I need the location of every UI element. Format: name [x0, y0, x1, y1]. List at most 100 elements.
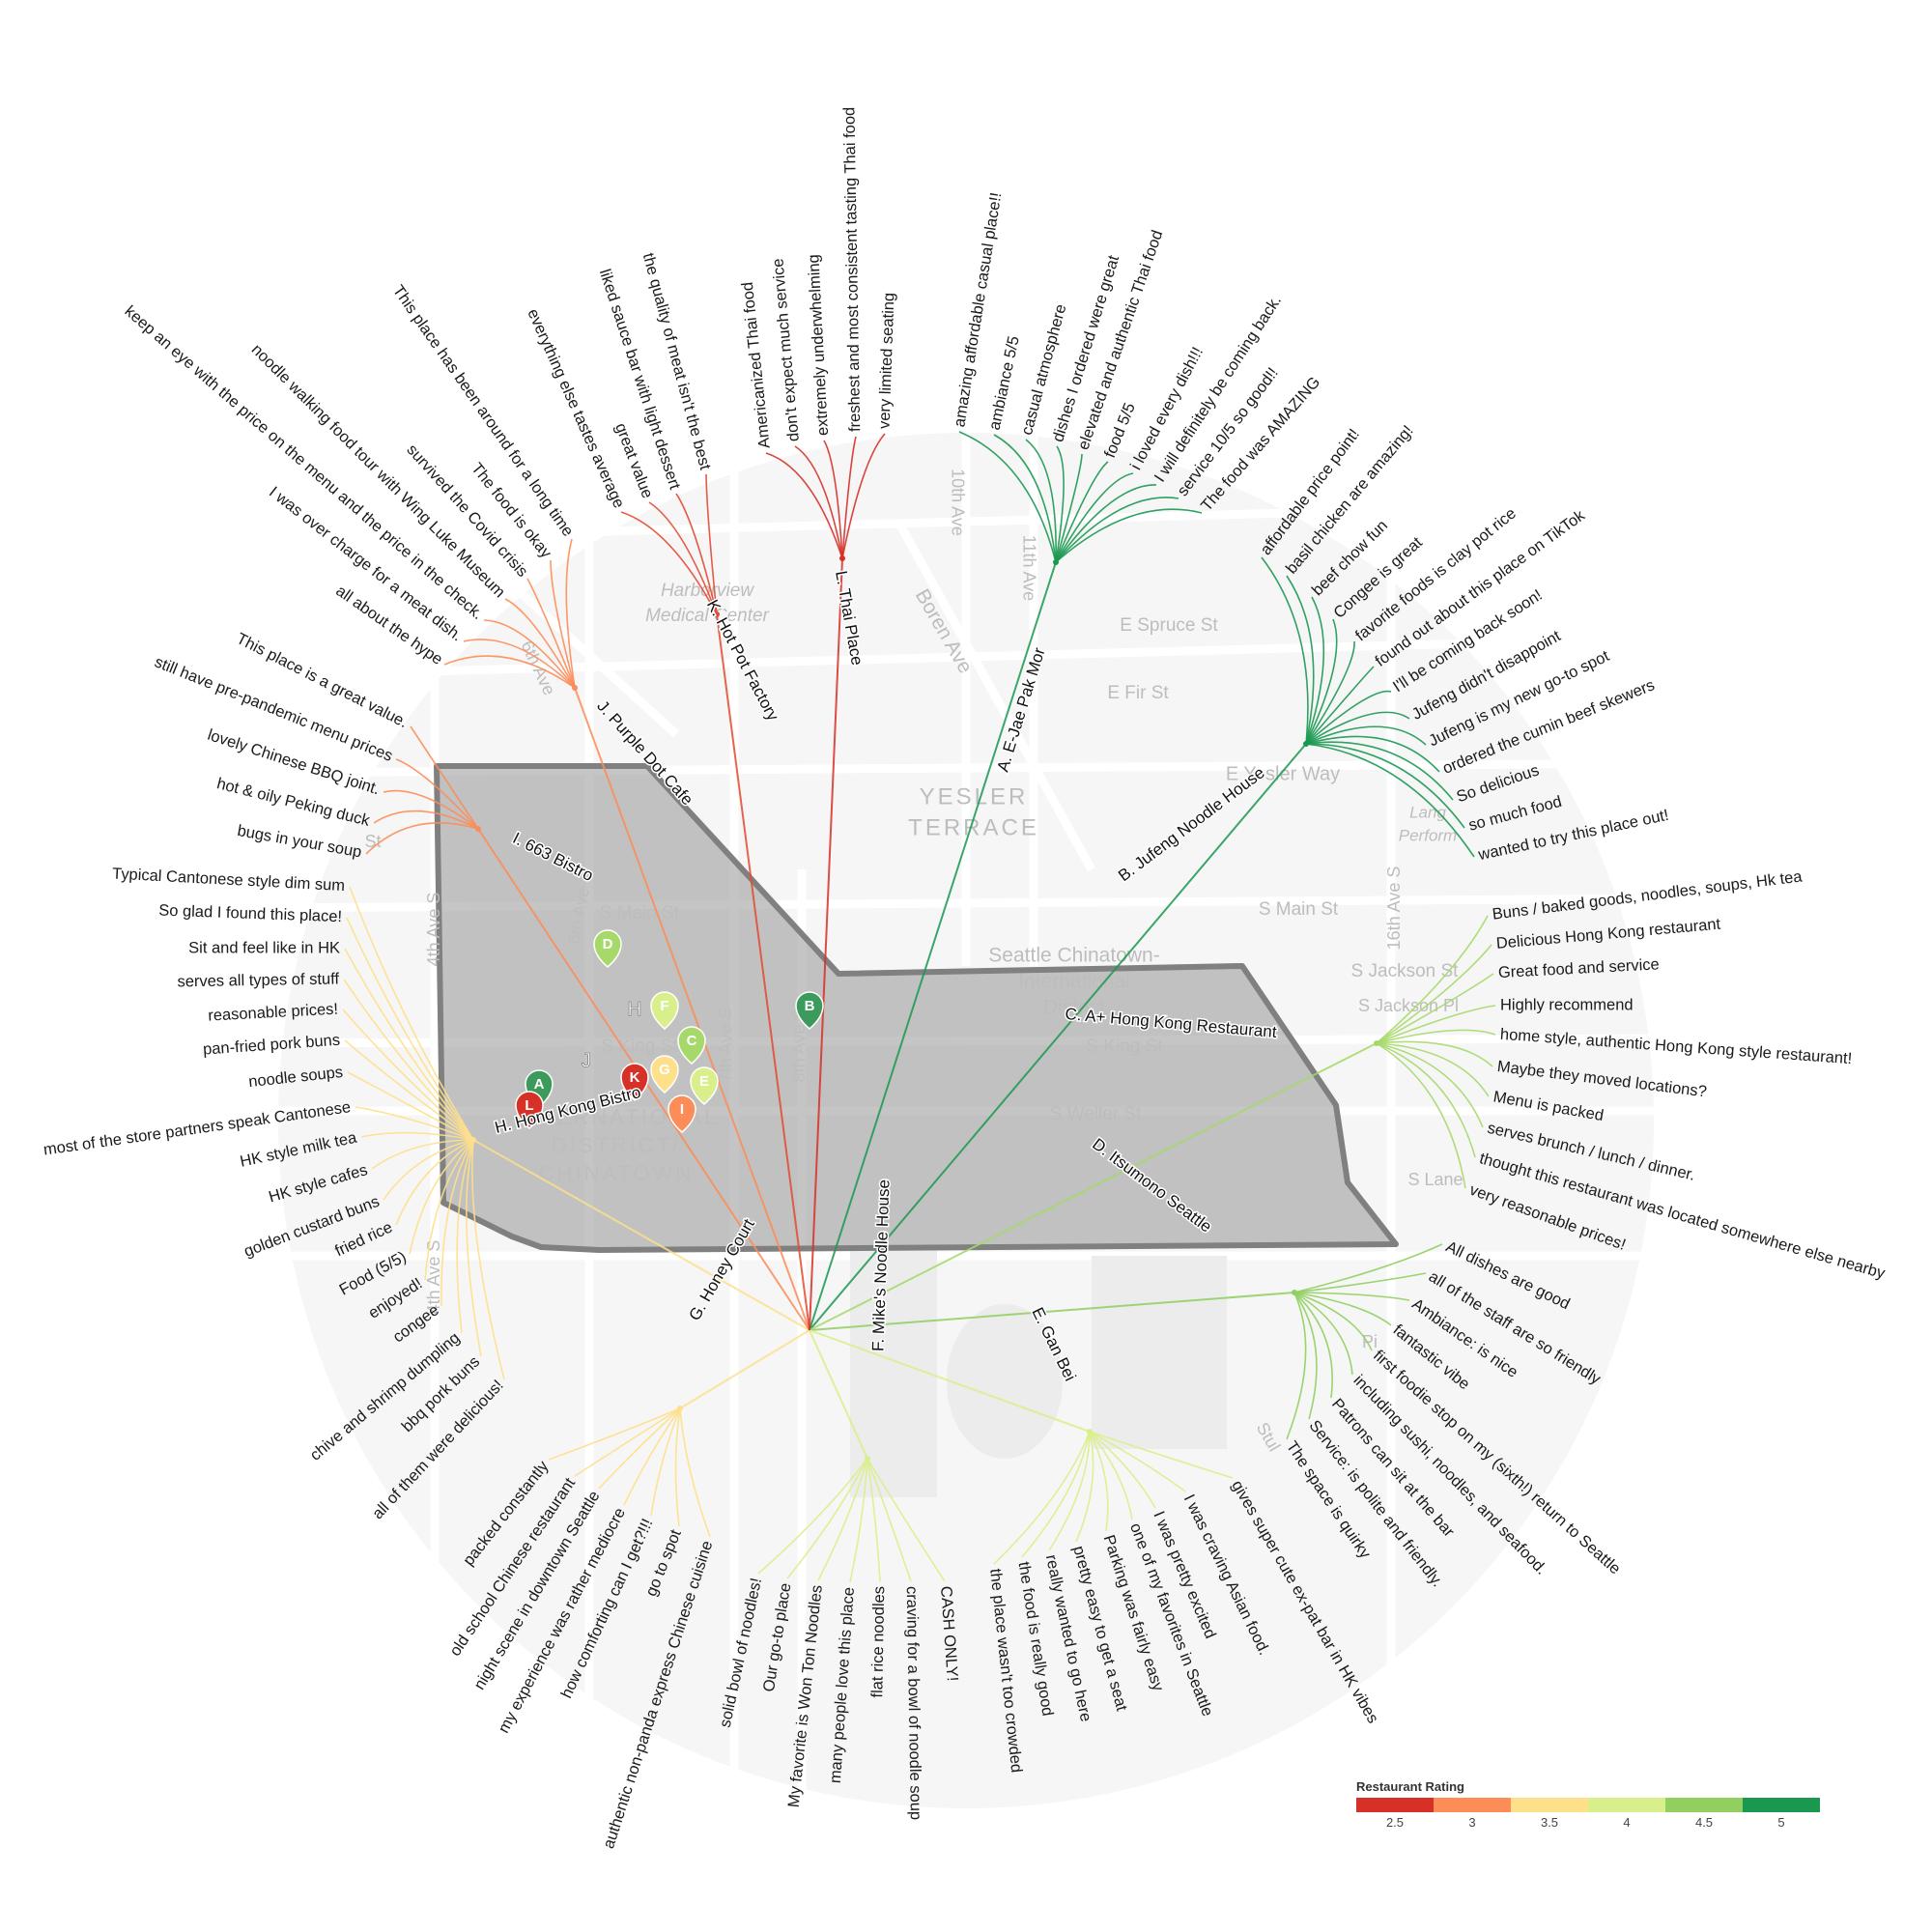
- phrase-connector: [1025, 439, 1057, 563]
- phrase-connector: [620, 511, 718, 615]
- pin-letter: I: [680, 1101, 684, 1118]
- phrase-connector: [347, 1071, 474, 1141]
- review-phrase: don't expect much service: [769, 258, 803, 442]
- review-connector-lines: [342, 431, 1496, 1583]
- phrase-connector: [1293, 1292, 1410, 1301]
- phrase-connector: [483, 619, 576, 689]
- review-phrase: extremely underwhelming: [805, 254, 832, 437]
- phrase-connector: [383, 1139, 474, 1201]
- phrase-connector: [1089, 1431, 1109, 1532]
- phrase-connector: [1376, 944, 1492, 1044]
- phrase-connector: [1305, 596, 1325, 745]
- phrase-connector: [1305, 640, 1355, 745]
- phrase-connector: [342, 1009, 474, 1141]
- phrase-connector: [574, 1407, 681, 1477]
- phrase-connector: [1376, 1042, 1476, 1158]
- spoke-line: [809, 743, 1307, 1331]
- map-pin[interactable]: D: [593, 929, 622, 968]
- legend-tick-label: 3: [1468, 1815, 1476, 1830]
- fan-hub: [1053, 559, 1059, 565]
- pin-letter: L: [525, 1097, 533, 1114]
- phrase-connector: [550, 559, 576, 689]
- phrase-connector: [841, 433, 886, 559]
- phrase-connector: [675, 493, 718, 615]
- pin-marker: [677, 1026, 706, 1065]
- spoke-line: [472, 1139, 810, 1331]
- phrase-connector: [344, 1039, 474, 1141]
- map-pin[interactable]: B: [795, 991, 824, 1030]
- phrase-connector: [1376, 1042, 1490, 1097]
- restaurant-pins: D B F C G E K I AL H J: [515, 929, 824, 1133]
- phrase-connector: [1055, 508, 1203, 563]
- map-label: Perform: [1399, 826, 1457, 844]
- map-pin[interactable]: E: [690, 1066, 719, 1105]
- pin-callout-letter: H: [627, 999, 641, 1021]
- legend-tick-label: 2.5: [1385, 1815, 1405, 1830]
- phrase-connector: [958, 431, 1057, 563]
- fan-hub: [1303, 741, 1309, 747]
- phrase-connector: [650, 1407, 681, 1517]
- map-label: 7th Ave S: [716, 1009, 735, 1083]
- phrase-connector: [1376, 915, 1489, 1044]
- phrase-connector: [1305, 711, 1410, 745]
- map-pin[interactable]: L: [515, 1091, 544, 1129]
- phrase-connector: [409, 1139, 474, 1255]
- phrase-connector: [993, 434, 1057, 563]
- phrase-connector: [395, 758, 479, 830]
- review-phrase: serves all types of stuff: [177, 970, 339, 990]
- map-label: E Spruce St: [1120, 615, 1218, 636]
- phrase-connector: [674, 1407, 681, 1527]
- legend-tick-label: 4: [1623, 1815, 1631, 1830]
- phrase-connector: [1293, 1272, 1427, 1293]
- phrase-connector: [794, 445, 843, 559]
- map-label: E Yesler Way: [1226, 763, 1340, 784]
- map-pin[interactable]: K: [620, 1063, 649, 1101]
- legend-tick-label: 5: [1777, 1815, 1785, 1830]
- phrase-connector: [867, 1458, 912, 1582]
- map-pin[interactable]: F: [650, 991, 679, 1030]
- phrase-connector: [1305, 725, 1427, 746]
- phrase-connector: [1376, 1042, 1484, 1128]
- review-phrase: Typical Cantonese style dim sum: [112, 865, 346, 895]
- map-pin[interactable]: I: [668, 1094, 696, 1133]
- map-label: St: [364, 832, 381, 851]
- phrase-connector: [343, 979, 474, 1141]
- review-phrase: all about the hype: [332, 582, 445, 668]
- fan-hub: [572, 685, 578, 691]
- phrase-connector: [360, 1131, 474, 1141]
- map-pin[interactable]: G: [650, 1055, 679, 1094]
- phrase-connector: [757, 1458, 868, 1575]
- review-phrase: Americanized Thai food: [739, 281, 774, 449]
- spoke-line: [809, 1329, 868, 1460]
- fan-hub: [1374, 1040, 1379, 1046]
- pin-callout-letter: J: [582, 1050, 592, 1072]
- legend-swatch: [1511, 1798, 1588, 1812]
- map-pin[interactable]: C: [677, 1026, 706, 1065]
- spoke-line: [809, 561, 1057, 1331]
- pin-marker: [650, 1055, 679, 1094]
- pin-marker: [650, 991, 679, 1030]
- map-label: Medical Center: [645, 606, 769, 626]
- legend-swatch: [1743, 1798, 1820, 1812]
- phrase-connector: [395, 1139, 474, 1226]
- spoke-line: [716, 613, 810, 1331]
- map-label: S Main St: [1259, 899, 1339, 920]
- pin-letter: G: [659, 1062, 670, 1078]
- map-label: District: [1043, 997, 1105, 1019]
- legend-title: Restaurant Rating: [1356, 1779, 1464, 1794]
- map-label: S King St: [601, 1037, 678, 1057]
- phrase-connector: [648, 501, 718, 615]
- fan-hub: [1292, 1290, 1297, 1295]
- phrase-connector: [705, 473, 718, 615]
- phrase-connector: [504, 598, 576, 689]
- phrase-connector: [526, 578, 576, 689]
- review-phrase: Sit and feel like in HK: [188, 939, 340, 956]
- map-label: S Weller St: [1050, 1104, 1142, 1124]
- pin-letter: D: [603, 936, 613, 952]
- pin-marker: [620, 1063, 649, 1101]
- phrase-connector: [466, 1139, 482, 1357]
- spoke-line: [679, 1329, 810, 1409]
- review-phrase: very limited seating: [876, 293, 898, 430]
- review-phrase: Highly recommend: [1500, 996, 1634, 1013]
- map-label: 8th Ave S: [789, 1009, 809, 1083]
